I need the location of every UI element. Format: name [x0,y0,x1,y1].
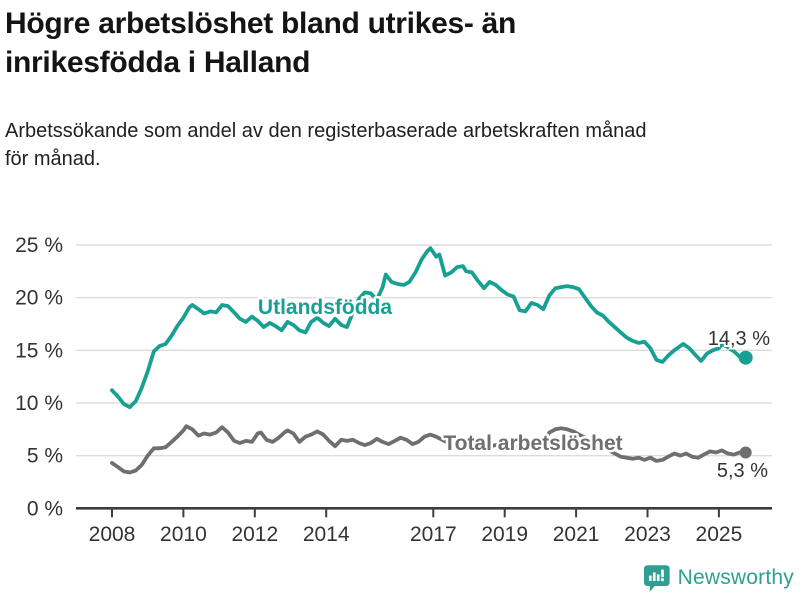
chart-subtitle: Arbetssökande som andel av den registerb… [5,117,775,174]
series-name-label: Utlandsfödda [258,296,392,319]
x-axis-tick-label: 2014 [303,523,350,546]
title-line-2: inrikesfödda i Halland [5,46,311,79]
series-end-dot [739,446,752,459]
newsworthy-logo: Newsworthy [644,560,794,596]
series-line-total [110,424,748,475]
series-line-utlandsfodda [110,246,748,410]
brand-name: Newsworthy [677,566,794,589]
bar-chart-speech-bubble-icon [644,564,670,592]
x-axis-tick-label: 2012 [231,523,278,546]
x-axis-tick-label: 2017 [410,523,457,546]
y-axis-tick-label: 25 % [15,234,63,257]
series-name-label: Total arbetslöshet [443,432,622,455]
subtitle-line-1: Arbetssökande som andel av den registerb… [5,120,647,142]
title-line-1: Högre arbetslöshet bland utrikes- än [5,7,516,40]
y-axis-tick-label: 15 % [15,339,63,362]
x-axis-tick-label: 2008 [89,523,136,546]
x-axis-tick-label: 2010 [160,523,207,546]
subtitle-line-2: för månad. [5,148,101,171]
y-axis-tick-label: 10 % [15,392,63,415]
series-end-dot [738,350,753,365]
x-axis-tick-label: 2019 [481,523,528,546]
x-axis-tick-label: 2021 [553,523,600,546]
y-axis-tick-label: 20 % [15,287,63,310]
series-end-value-label: 14,3 % [708,328,770,350]
series-end-value-label: 5,3 % [717,460,768,482]
y-axis-tick-label: 0 % [27,497,63,520]
x-axis-tick-label: 2025 [696,523,743,546]
page-title: Högre arbetslöshet bland utrikes- än inr… [5,4,665,82]
y-axis-tick-label: 5 % [27,445,63,468]
x-axis-tick-label: 2023 [624,523,671,546]
